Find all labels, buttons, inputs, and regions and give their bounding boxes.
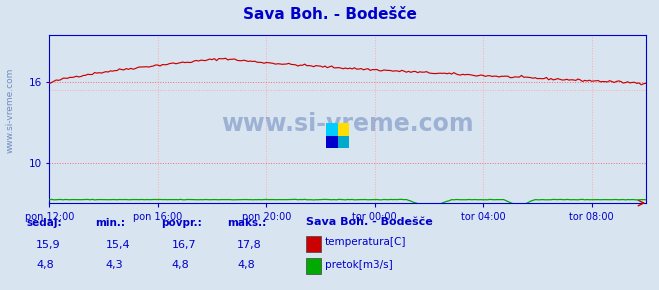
- Text: min.:: min.:: [96, 218, 126, 228]
- Text: sedaj:: sedaj:: [26, 218, 62, 228]
- Text: www.si-vreme.com: www.si-vreme.com: [221, 112, 474, 136]
- Text: 4,8: 4,8: [237, 260, 255, 270]
- Text: maks.:: maks.:: [227, 218, 267, 228]
- Text: 16,7: 16,7: [171, 240, 196, 250]
- Bar: [338, 123, 349, 135]
- Text: 4,8: 4,8: [171, 260, 189, 270]
- Text: www.si-vreme.com: www.si-vreme.com: [5, 68, 14, 153]
- Text: 4,3: 4,3: [105, 260, 123, 270]
- Text: 17,8: 17,8: [237, 240, 262, 250]
- Text: 4,8: 4,8: [36, 260, 54, 270]
- Text: 15,9: 15,9: [36, 240, 61, 250]
- Text: pretok[m3/s]: pretok[m3/s]: [325, 260, 393, 270]
- Bar: [326, 135, 338, 148]
- Text: 15,4: 15,4: [105, 240, 130, 250]
- Text: Sava Boh. - Bodešče: Sava Boh. - Bodešče: [306, 217, 433, 227]
- Text: Sava Boh. - Bodešče: Sava Boh. - Bodešče: [243, 7, 416, 22]
- Text: povpr.:: povpr.:: [161, 218, 202, 228]
- Text: temperatura[C]: temperatura[C]: [325, 237, 407, 247]
- Bar: [338, 135, 349, 148]
- Bar: [326, 123, 338, 135]
